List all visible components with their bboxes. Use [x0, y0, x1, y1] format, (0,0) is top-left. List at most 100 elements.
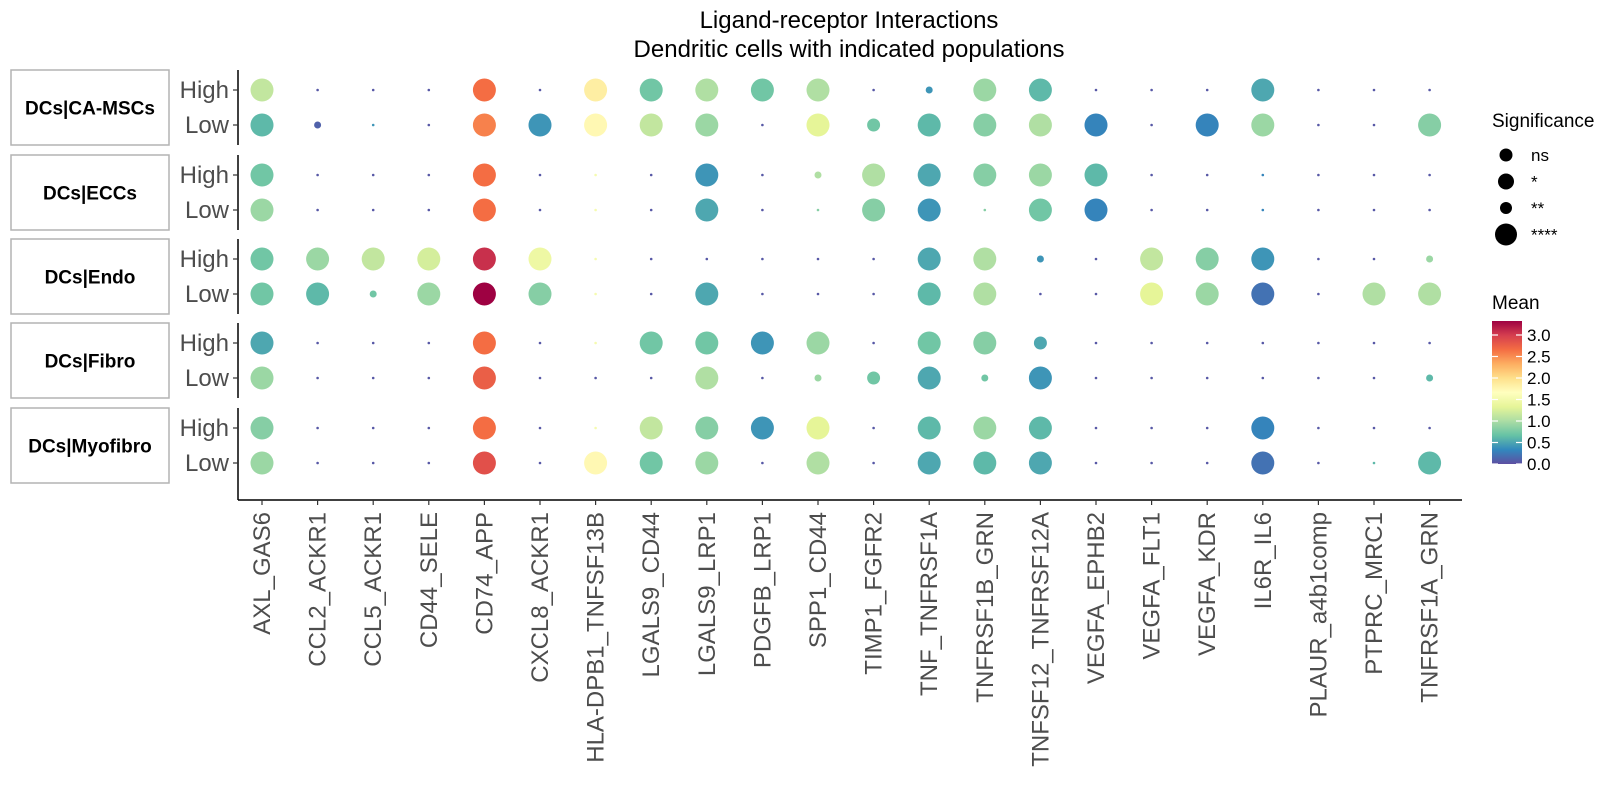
data-point [427, 123, 431, 127]
facet-label: DCs|Endo [45, 268, 136, 289]
data-point [472, 113, 496, 137]
data-point [1372, 376, 1376, 380]
data-point [1195, 282, 1219, 306]
data-point [862, 163, 886, 187]
data-point [250, 113, 274, 137]
facet-strip [10, 238, 170, 315]
x-tick-label: TNFSF12_TNFRSF12A [1027, 512, 1054, 767]
x-tick-labels: AXL_GAS6 CCL2_ACKR1 CCL5_ACKR1 CD44_SELE CD7… [249, 512, 1444, 767]
data-point [584, 78, 608, 102]
data-point [1033, 336, 1047, 350]
data-point [528, 113, 552, 137]
data-point [427, 173, 431, 177]
data-point [1317, 341, 1320, 345]
data-point [973, 282, 997, 306]
data-point [427, 341, 431, 345]
data-point [649, 376, 653, 380]
data-point [1317, 376, 1320, 380]
data-point [917, 163, 941, 187]
data-point [316, 426, 319, 430]
data-point [361, 247, 385, 271]
data-point [1261, 173, 1265, 177]
size-legend-title: Significance [1492, 111, 1594, 132]
data-point [1150, 173, 1153, 177]
data-point [1372, 173, 1376, 177]
data-point [472, 451, 496, 475]
data-point [639, 416, 663, 440]
data-point [538, 208, 542, 212]
data-point [594, 376, 597, 380]
color-bar-tick-label: 0.5 [1527, 434, 1551, 453]
data-point [1261, 376, 1265, 380]
data-point [1094, 341, 1098, 345]
data-point [973, 331, 997, 355]
chart-subtitle: Dendritic cells with indicated populatio… [634, 36, 1065, 63]
data-point [917, 282, 941, 306]
data-point [806, 331, 830, 355]
data-point [594, 208, 597, 212]
x-tick-label: LGALS9_CD44 [638, 512, 665, 677]
data-point [1428, 173, 1431, 177]
data-point [1094, 426, 1098, 430]
data-point [973, 247, 997, 271]
data-point [538, 376, 542, 380]
data-point [1251, 247, 1275, 271]
data-point [1028, 163, 1052, 187]
color-legend-title: Mean [1492, 293, 1540, 314]
data-point [472, 78, 496, 102]
data-point [316, 461, 319, 465]
data-point [1317, 208, 1320, 212]
facet-strip [10, 154, 170, 231]
data-point [250, 451, 274, 475]
data-point [594, 341, 597, 345]
row-label: Low [185, 281, 230, 308]
data-point [695, 113, 719, 137]
data-point [538, 88, 542, 92]
data-point [695, 78, 719, 102]
data-point [584, 113, 608, 137]
x-tick-label: PTPRC_MRC1 [1361, 512, 1388, 675]
data-point [316, 208, 319, 212]
data-point [1150, 426, 1153, 430]
data-point [695, 416, 719, 440]
x-tick-label: TNFRSF1A_GRN [1417, 512, 1444, 703]
data-point [1205, 426, 1209, 430]
data-point [250, 282, 274, 306]
data-point [594, 173, 597, 177]
size-legend-label: **** [1531, 226, 1558, 245]
data-point [695, 366, 719, 390]
facet-label: DCs|CA-MSCs [25, 99, 155, 120]
data-point [1372, 208, 1376, 212]
row-label: High [180, 415, 229, 442]
data-point [1028, 113, 1052, 137]
data-point [250, 247, 274, 271]
data-point [316, 88, 319, 92]
data-point [917, 451, 941, 475]
data-point [761, 461, 764, 465]
x-tick-label: VEGFA_EPHB2 [1083, 512, 1110, 684]
data-point [816, 257, 820, 261]
data-point [1317, 257, 1320, 261]
data-point [917, 416, 941, 440]
data-point [371, 461, 375, 465]
data-point [314, 121, 322, 129]
data-point [250, 78, 274, 102]
data-point [472, 282, 496, 306]
data-point [306, 282, 330, 306]
data-point [1028, 366, 1052, 390]
data-point [1094, 257, 1098, 261]
data-point [816, 292, 820, 296]
data-point [371, 341, 375, 345]
data-point [1150, 123, 1153, 127]
data-point [528, 247, 552, 271]
data-point [1317, 123, 1320, 127]
data-point [472, 198, 496, 222]
row-label: Low [185, 450, 230, 477]
data-point [705, 257, 709, 261]
row-label: High [180, 77, 229, 104]
color-bar-tick-label: 1.0 [1527, 412, 1551, 431]
data-point [761, 173, 764, 177]
data-point [1317, 426, 1320, 430]
